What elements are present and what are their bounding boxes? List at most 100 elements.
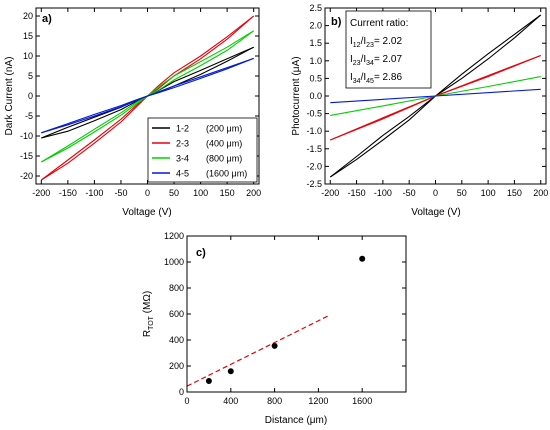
x-tick-label: 0 [145, 188, 150, 198]
panel-a-ylabel: Dark Current (nA) [4, 57, 15, 136]
y-tick-label: 400 [169, 335, 184, 345]
x-tick-label: -100 [374, 188, 392, 198]
x-tick-label: 800 [267, 396, 282, 406]
y-tick-label: -5 [25, 111, 33, 121]
ratio-value: = 2.86 [374, 72, 403, 83]
legend-label-2-3: 2-3 [176, 139, 189, 149]
ratio-line: I23/I34= 2.07 [350, 54, 402, 67]
y-tick-label: 800 [169, 283, 184, 293]
panel-b-label: b) [331, 16, 342, 28]
x-tick-label: 150 [507, 188, 522, 198]
y-tick-label: -1.0 [306, 126, 322, 136]
ratio-sub1: 23 [353, 60, 361, 67]
y-tick-label: 10 [23, 51, 33, 61]
x-tick-label: -150 [348, 188, 366, 198]
ratio-mid: /I [361, 54, 367, 65]
x-tick-label: 50 [169, 188, 179, 198]
panel-b-photocurrent: -200 -150 -100 -50 0 50 100 150 200 -2.5 -2.0 -1.5 -… [291, 3, 548, 218]
ylabel-sub: TOT [148, 315, 155, 330]
y-tick-label: 1.0 [309, 56, 322, 66]
y-tick-label: 5 [28, 71, 33, 81]
panel-a-xlabel: Voltage (V) [122, 207, 171, 218]
panel-a-dark-current: -200 -150 -100 -50 0 50 100 150 200-20-15-10-505… [4, 7, 261, 218]
x-tick-label: 400 [223, 396, 238, 406]
annotation-title: Current ratio: [350, 18, 408, 29]
data-point [359, 255, 366, 262]
x-tick-label: -50 [114, 188, 127, 198]
y-tick-label: 1.5 [309, 38, 322, 48]
ratio-sub2: 23 [366, 42, 374, 49]
annotation-box [345, 10, 432, 89]
x-tick-label: -50 [403, 188, 416, 198]
ratio-mid: /I [361, 72, 367, 83]
y-tick-label: -10 [20, 131, 33, 141]
legend-distance-2-3: (400 μm) [206, 139, 242, 149]
y-tick-label: 600 [169, 309, 184, 319]
y-tick-label: 0 [179, 387, 184, 397]
ratio-sub1: 12 [353, 42, 361, 49]
x-tick-label: 200 [533, 188, 548, 198]
ratio-line: I34/I45= 2.86 [350, 72, 402, 85]
y-tick-label: 200 [169, 361, 184, 371]
panel-c-xlabel: Distance (μm) [265, 415, 327, 426]
y-tick-label: -2.5 [306, 179, 322, 189]
legend-label-4-5: 4-5 [176, 169, 189, 179]
series-line-4-5-reverse [41, 57, 254, 134]
ratio-mid: /I [361, 36, 367, 47]
y-tick-label: 0.0 [309, 91, 322, 101]
legend-distance-1-2: (200 μm) [206, 124, 242, 134]
y-tick-label: 15 [23, 31, 33, 41]
ratio-pre: I [350, 36, 353, 47]
x-tick-label: -100 [85, 188, 103, 198]
panel-c-frame [186, 235, 407, 393]
y-tick-label: 0.5 [309, 73, 322, 83]
y-tick-label: 0 [28, 91, 33, 101]
panel-a-legend: 1-2 (200 μm) 2-3 (400 μm) 3-4 (800 μm) 4-5 (160… [147, 117, 258, 183]
legend-label-3-4: 3-4 [176, 154, 189, 164]
ratio-line: I12/I23= 2.02 [350, 36, 402, 49]
y-tick-label: 1000 [164, 257, 184, 267]
ratio-sub1: 34 [353, 78, 361, 85]
ratio-sub2: 34 [366, 60, 374, 67]
data-point [205, 377, 212, 384]
y-tick-label: 2.5 [309, 3, 322, 13]
y-tick-label: -20 [20, 171, 33, 181]
y-tick-label: 20 [23, 11, 33, 21]
data-point [271, 342, 278, 349]
ratio-value: = 2.07 [374, 54, 403, 65]
y-tick-label: 1200 [164, 231, 184, 241]
x-tick-label: 100 [193, 188, 208, 198]
y-tick-label: -15 [20, 151, 33, 161]
x-tick-label: -200 [321, 188, 339, 198]
x-tick-label: 0 [433, 188, 438, 198]
panel-b-xlabel: Voltage (V) [411, 207, 460, 218]
panel-b-ylabel: Photocurrent (μA) [291, 56, 302, 135]
legend-distance-4-5: (1600 μm) [206, 169, 247, 179]
y-tick-label: -1.5 [306, 144, 322, 154]
ylabel-main: R [142, 330, 153, 337]
x-tick-label: 100 [481, 188, 496, 198]
y-tick-label: -0.5 [306, 109, 322, 119]
data-point [227, 368, 234, 375]
x-tick-label: 200 [246, 188, 261, 198]
ratio-value: = 2.02 [374, 36, 403, 47]
x-tick-label: -150 [59, 188, 77, 198]
ratio-pre: I [350, 54, 353, 65]
y-tick-label: -2.0 [306, 161, 322, 171]
x-tick-label: 0 [184, 396, 189, 406]
ratio-sub2: 45 [366, 78, 374, 85]
series-line-4-5-forward [330, 88, 541, 104]
panel-a-label: a) [42, 13, 52, 25]
fit-line [186, 314, 330, 387]
ylabel-unit: (MΩ) [142, 291, 153, 316]
x-tick-label: 1600 [352, 396, 372, 406]
x-tick-label: -200 [32, 188, 50, 198]
x-tick-label: 150 [220, 188, 235, 198]
panel-c-ylabel: RTOT (MΩ) [142, 291, 155, 337]
x-tick-label: 1200 [308, 396, 328, 406]
legend-distance-3-4: (800 μm) [206, 154, 242, 164]
ratio-pre: I [350, 72, 353, 83]
